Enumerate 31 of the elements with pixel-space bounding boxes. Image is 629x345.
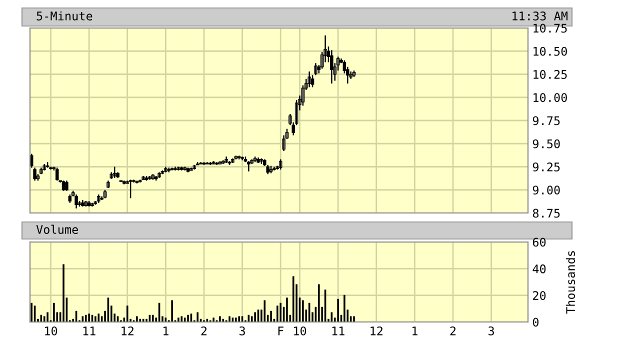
x-tick-label: 2	[201, 326, 207, 336]
y-tick-label: 0	[532, 318, 539, 327]
y-tick-label: 9.50	[532, 139, 560, 148]
y-tick-label: 10.00	[534, 93, 567, 102]
x-tick-label: 1	[412, 326, 418, 336]
text: 11:33 AM	[512, 12, 568, 20]
y-tick-label: 20	[533, 291, 546, 300]
chart-title: 5-Minute	[36, 11, 92, 20]
x-tick-label: 3	[488, 326, 494, 336]
candlestick	[199, 162, 202, 165]
y-tick-label: 10.75	[534, 24, 567, 33]
y-tick-label: 8.75	[532, 208, 560, 218]
x-tick-label: 2	[450, 326, 456, 336]
x-tick-label: 11	[83, 326, 96, 336]
x-tick-label: 3	[240, 326, 245, 336]
y-tick-label: 9.25	[532, 162, 560, 172]
x-tick-label: 11	[332, 326, 344, 336]
y-tick-label: 40	[532, 264, 546, 274]
y-tick-label: 10.50	[534, 46, 567, 56]
x-tick-label: F	[278, 326, 284, 336]
y-tick-label: 9.75	[532, 116, 560, 126]
y-tick-label: 10.25	[534, 70, 567, 79]
y-tick-label: 9.00	[532, 186, 560, 195]
x-tick-label: 12	[122, 326, 134, 336]
x-tick-label: 12	[370, 326, 382, 336]
x-tick-label: 10	[294, 326, 306, 336]
x-tick-label: 1	[164, 326, 168, 336]
x-tick-label: 10	[45, 326, 58, 336]
chart-title: Volume	[36, 224, 78, 234]
y-tick-label: 60	[532, 238, 546, 247]
y-axis-title: Thousands	[566, 251, 576, 314]
